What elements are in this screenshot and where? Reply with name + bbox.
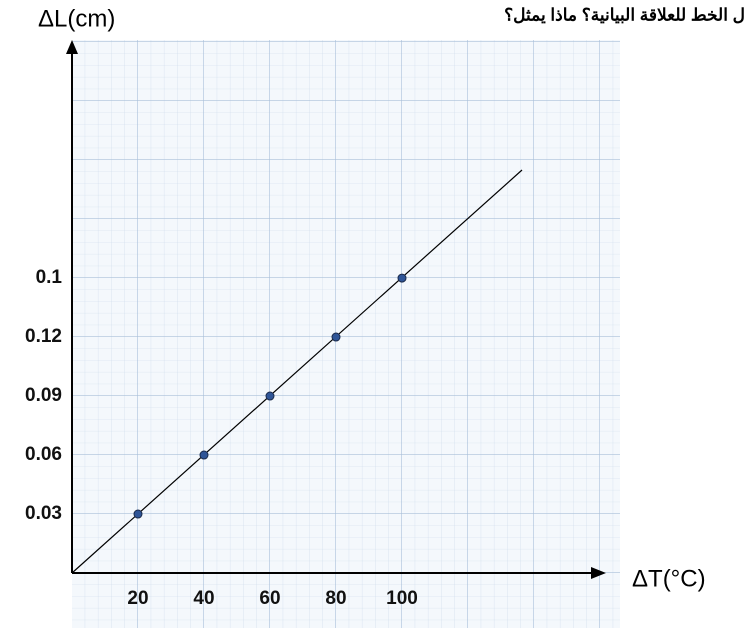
x-tick-label: 100 — [386, 588, 418, 609]
y-arrow — [66, 40, 78, 54]
y-axis-label: ΔL(cm) — [38, 5, 115, 32]
y-tick-label: 0.09 — [25, 385, 62, 406]
graph-paper-major — [72, 40, 620, 628]
y-tick-label: 0.06 — [25, 444, 62, 465]
data-point — [199, 450, 209, 460]
data-point — [133, 509, 143, 519]
data-point — [331, 332, 341, 342]
x-tick-label: 40 — [193, 588, 214, 609]
y-tick-label: 0.03 — [25, 503, 62, 524]
data-point — [397, 273, 407, 283]
x-tick-label: 80 — [325, 588, 346, 609]
x-tick-label: 60 — [259, 588, 280, 609]
x-tick-label: 20 — [127, 588, 148, 609]
x-arrow — [591, 567, 606, 579]
y-tick-label: 0.1 — [36, 267, 63, 288]
chart-title: ل الخط للعلاقة البيانية؟ ماذا يمثل؟ — [504, 5, 745, 24]
y-tick-label: 0.12 — [25, 326, 62, 347]
data-point — [265, 391, 275, 401]
x-axis-label: ΔT(°C) — [632, 565, 706, 592]
fit-line — [71, 169, 523, 574]
